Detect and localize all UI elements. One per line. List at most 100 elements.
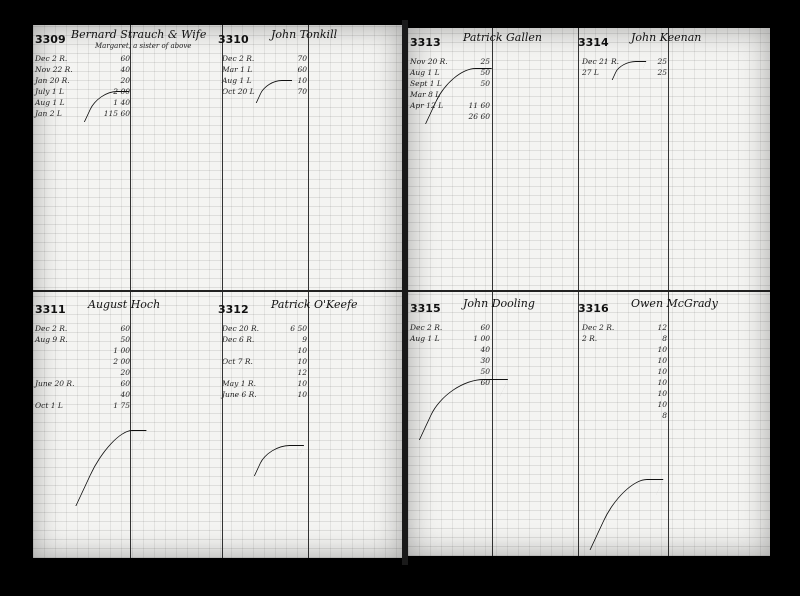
- account-name: Owen McGrady: [631, 297, 718, 310]
- ledger-cell: Aug 1 L: [222, 76, 252, 85]
- account-number: 3309: [35, 33, 66, 46]
- ledger-cell: 60: [297, 65, 307, 74]
- ledger-row: 27 L 25: [582, 67, 667, 78]
- ledger-cell: 60: [120, 379, 130, 388]
- ledger-cell: Dec 2 R.: [410, 323, 443, 332]
- ledger-cell: 10: [657, 367, 667, 376]
- ledger-cell: 40: [120, 390, 130, 399]
- ledger-cell: 10: [297, 346, 307, 355]
- column-rule: [668, 28, 669, 556]
- ledger-cell: 30: [480, 356, 490, 365]
- ledger-cell: Aug 1 L: [35, 98, 65, 107]
- account-3310: 3310 John Tonkill Dec 2 R. 70 Mar 1 L 60 A…: [216, 25, 396, 285]
- ledger-row: Aug 1 L 1 40: [35, 97, 130, 108]
- account-number: 3310: [218, 33, 249, 46]
- section-divider: [408, 290, 770, 292]
- book-spine: [402, 20, 408, 565]
- account-3309: 3309 Bernard Strauch & Wife Margaret, a …: [33, 25, 213, 285]
- account-3316: 3316 Owen McGrady Dec 2 R. 12 2 R. 8 10 10…: [576, 294, 756, 554]
- ledger-cell: Dec 20 R.: [222, 324, 259, 333]
- ledger-row: 40: [35, 389, 130, 400]
- ledger-cell: Mar 8 L: [410, 90, 441, 99]
- account-name: August Hoch: [88, 298, 161, 311]
- ledger-cell: Dec 21 R.: [582, 57, 619, 66]
- ledger-cell: 2 R.: [582, 334, 598, 343]
- ledger-cell: Apr 12 L: [410, 101, 444, 110]
- ledger-cell: Dec 2 R.: [222, 54, 255, 63]
- ledger-row: Jan 2 L 115 60: [35, 108, 130, 119]
- ledger-cell: 25: [657, 68, 667, 77]
- account-name: Patrick O'Keefe: [271, 298, 358, 311]
- settled-checkmark: [75, 430, 147, 506]
- ledger-cell: 25: [480, 57, 490, 66]
- ledger-cell: 10: [297, 379, 307, 388]
- column-rule: [578, 28, 579, 556]
- ledger-cell: 12: [297, 368, 307, 377]
- account-name: Patrick Gallen: [463, 31, 542, 44]
- ledger-row: 10: [582, 377, 667, 388]
- account-name: Bernard Strauch & Wife: [71, 28, 207, 41]
- ledger-cell: May 1 R.: [222, 379, 256, 388]
- ledger-cell: Aug 9 R.: [35, 335, 68, 344]
- account-3315: 3315 John Dooling Dec 2 R. 60 Aug 1 L 1 00…: [408, 294, 588, 554]
- ledger-row: Dec 2 R. 60: [35, 323, 130, 334]
- ledger-cell: 70: [297, 54, 307, 63]
- ledger-row: 50: [410, 366, 490, 377]
- account-name: John Dooling: [463, 297, 535, 310]
- ledger-row: 26 60: [410, 111, 490, 122]
- ledger-cell: Dec 6 R.: [222, 335, 255, 344]
- ledger-row: Oct 1 L 1 75: [35, 400, 130, 411]
- ledger-row: 10: [582, 366, 667, 377]
- ledger-cell: Dec 2 R.: [35, 54, 68, 63]
- right-ledger-page: 3313 Patrick Gallen Nov 20 R. 25 Aug 1 L 5…: [408, 28, 770, 556]
- ledger-cell: 60: [480, 378, 490, 387]
- ledger-row: 8: [582, 410, 667, 421]
- settled-checkmark: [253, 445, 305, 476]
- account-3314: 3314 John Keenan Dec 21 R. 25 27 L 25: [576, 28, 756, 288]
- account-3312: 3312 Patrick O'Keefe Dec 20 R. 6 50 Dec 6…: [216, 295, 396, 555]
- account-number: 3312: [218, 303, 249, 316]
- ledger-row: 10: [582, 355, 667, 366]
- ledger-cell: June 20 R.: [35, 379, 75, 388]
- ledger-cell: 10: [297, 76, 307, 85]
- ledger-cell: 8: [662, 411, 667, 420]
- ledger-row: Aug 9 R. 50: [35, 334, 130, 345]
- ledger-row: Sept 1 L 50: [410, 78, 490, 89]
- settled-checkmark: [589, 479, 664, 550]
- account-3313: 3313 Patrick Gallen Nov 20 R. 25 Aug 1 L 5…: [408, 28, 588, 288]
- ledger-row: Oct 20 L 70: [222, 86, 307, 97]
- ledger-row: Dec 20 R. 6 50: [222, 323, 307, 334]
- ledger-row: 10: [582, 344, 667, 355]
- ledger-cell: 70: [297, 87, 307, 96]
- left-ledger-page: 3309 Bernard Strauch & Wife Margaret, a …: [33, 25, 402, 558]
- ledger-cell: 1 00: [473, 334, 490, 343]
- ledger-cell: 9: [302, 335, 307, 344]
- ledger-cell: Dec 2 R.: [35, 324, 68, 333]
- ledger-row: 2 00: [35, 356, 130, 367]
- account-3311: 3311 August Hoch Dec 2 R. 60 Aug 9 R. 50 1…: [33, 295, 213, 555]
- ledger-row: Mar 1 L 60: [222, 64, 307, 75]
- ledger-row: June 6 R. 10: [222, 389, 307, 400]
- ledger-row: Dec 2 R. 70: [222, 53, 307, 64]
- ledger-cell: Nov 22 R.: [35, 65, 73, 74]
- section-divider: [33, 290, 402, 292]
- ledger-cell: 40: [120, 65, 130, 74]
- ledger-cell: Oct 7 R.: [222, 357, 253, 366]
- ledger-row: 20: [35, 367, 130, 378]
- ledger-row: 10: [222, 345, 307, 356]
- account-name: John Tonkill: [271, 28, 338, 41]
- ledger-row: 10: [582, 388, 667, 399]
- ledger-row: Nov 22 R. 40: [35, 64, 130, 75]
- ledger-cell: 11 60: [468, 101, 490, 110]
- ledger-cell: 12: [657, 323, 667, 332]
- ledger-cell: Dec 2 R.: [582, 323, 615, 332]
- ledger-cell: Oct 1 L: [35, 401, 63, 410]
- ledger-cell: 2 00: [113, 357, 130, 366]
- ledger-row: Nov 20 R. 25: [410, 56, 490, 67]
- ledger-cell: 25: [657, 57, 667, 66]
- ledger-cell: Jan 20 R.: [35, 76, 70, 85]
- ledger-row: Mar 8 L: [410, 89, 490, 100]
- ledger-cell: Nov 20 R.: [410, 57, 448, 66]
- ledger-row: 2 R. 8: [582, 333, 667, 344]
- ledger-cell: 115 60: [103, 109, 130, 118]
